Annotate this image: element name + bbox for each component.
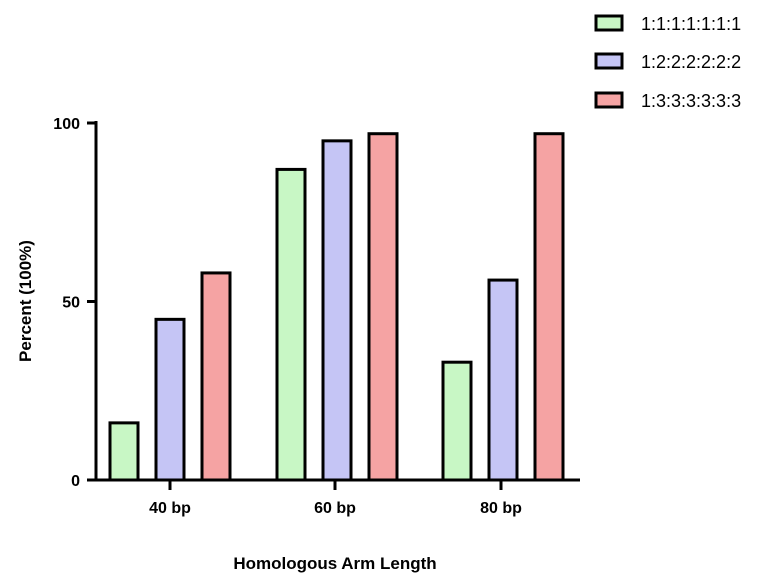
bar-1-60-bp: [275, 167, 307, 482]
legend-swatch-2: [594, 52, 624, 70]
bars-group: [108, 132, 565, 482]
bar-1-80-bp: [441, 360, 473, 482]
x-tick-label-40-bp: 40 bp: [149, 500, 191, 517]
x-tick-label-80-bp: 80 bp: [480, 500, 522, 517]
legend-label-3: 1:3:3:3:3:3:3: [641, 91, 741, 111]
y-tick-label-0: 0: [71, 473, 80, 490]
bar-3-40-bp: [200, 271, 232, 482]
bar-2-40-bp: [154, 317, 186, 482]
bar-2-80-bp: [487, 278, 519, 482]
x-tick-label-60-bp: 60 bp: [314, 500, 356, 517]
y-axis-label: Percent (100%): [16, 240, 35, 362]
legend: 1:1:1:1:1:1:1 1:2:2:2:2:2:2 1:3:3:3:3:3:3: [594, 14, 741, 111]
legend-swatch-3: [594, 91, 624, 109]
legend-label-2: 1:2:2:2:2:2:2: [641, 52, 741, 72]
y-tick-label-50: 50: [62, 295, 80, 312]
legend-label-1: 1:1:1:1:1:1:1: [641, 14, 741, 34]
bar-3-60-bp: [367, 132, 399, 482]
x-ticks-group: 40 bp 60 bp 80 bp: [149, 480, 522, 517]
legend-swatch-1: [594, 14, 624, 32]
bar-3-80-bp: [533, 132, 565, 482]
y-ticks-group: 0 50 100: [53, 116, 96, 490]
bar-2-60-bp: [321, 139, 353, 482]
x-axis-label: Homologous Arm Length: [233, 554, 436, 573]
bar-1-40-bp: [108, 421, 140, 482]
y-tick-label-100: 100: [53, 116, 80, 133]
